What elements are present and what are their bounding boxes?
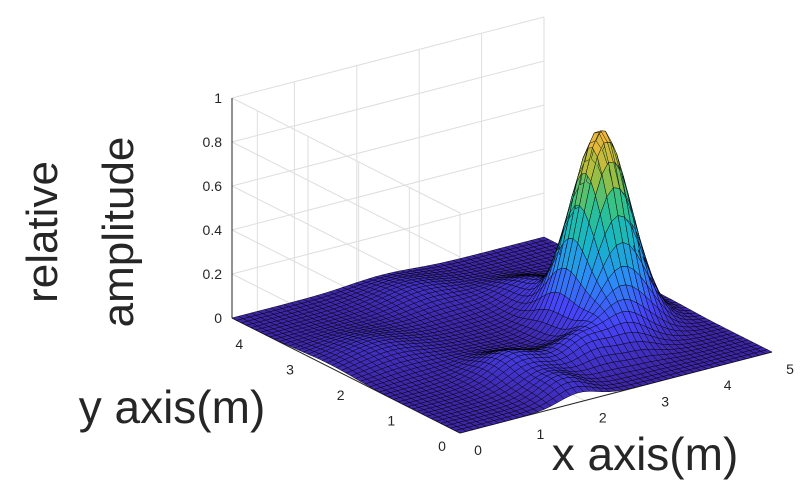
grid-line-z <box>231 60 545 143</box>
surface-cell <box>760 349 773 354</box>
z-tick-label: 1 <box>214 90 222 106</box>
z-tick-label: 0.6 <box>203 178 223 194</box>
y-tick-label: 4 <box>235 336 243 352</box>
x-tick-label: 1 <box>537 426 545 442</box>
grid-line-z <box>231 16 545 99</box>
y-tick-label: 2 <box>337 387 345 403</box>
x-axis-label: x axis(m) <box>552 428 739 480</box>
y-tick-label: 3 <box>286 361 294 377</box>
y-tick-label: 0 <box>438 438 446 454</box>
x-tick-label: 2 <box>599 410 607 426</box>
z-tick-label: 0 <box>214 310 222 326</box>
grid-line-z <box>231 148 545 231</box>
y-tick-label: 1 <box>387 412 395 428</box>
x-tick-label: 5 <box>786 361 794 377</box>
x-tick-label: 0 <box>474 442 482 458</box>
z-tick-label: 0.8 <box>203 134 223 150</box>
z-tick-label: 0.4 <box>203 222 223 238</box>
x-tick-label: 4 <box>724 377 732 393</box>
grid-line-z <box>231 104 545 187</box>
surface-mesh <box>231 130 773 434</box>
z-tick-label: 0.2 <box>203 266 223 282</box>
grid-line-z <box>231 141 461 258</box>
z-axis-label-line-2: amplitude <box>94 137 143 328</box>
z-axis-label-line-1: relative <box>18 161 67 303</box>
grid-line-z <box>231 192 545 275</box>
x-tick-label: 3 <box>661 393 669 409</box>
y-axis-label: y axis(m) <box>79 381 266 433</box>
grid-line-z <box>231 97 461 214</box>
